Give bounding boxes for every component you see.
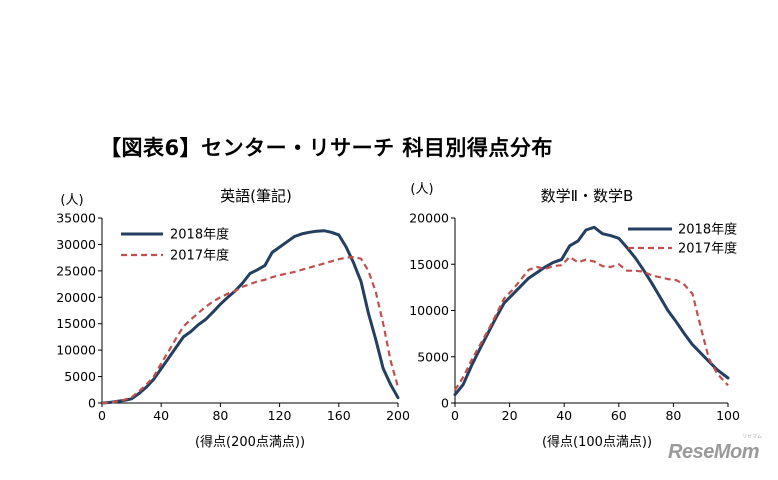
legend-label: 2017年度 [170, 248, 229, 264]
series-line-2017 [101, 256, 400, 405]
y-axis-label: (人) [60, 193, 83, 208]
x-tick-label: 40 [153, 408, 169, 423]
y-tick-label: 20000 [56, 290, 96, 305]
x-tick-label: 60 [611, 408, 627, 423]
chart-title: 数学Ⅱ・数学B [541, 187, 634, 205]
y-tick-label: 15000 [409, 257, 449, 272]
x-tick-label: 200 [386, 408, 410, 423]
y-tick-label: 5000 [64, 369, 96, 384]
x-axis-label: (得点(100点満点)) [542, 434, 652, 450]
x-tick-label: 100 [716, 408, 740, 423]
x-tick-label: 40 [556, 408, 572, 423]
y-tick-label: 10000 [56, 343, 96, 358]
legend-label: 2017年度 [678, 241, 737, 257]
page-title: 【図表6】センター・リサーチ 科目別得点分布 [100, 136, 553, 160]
english-chart: 0 5000 10000 15000 20000 25000 30000 35000 0 40 80… [56, 187, 410, 450]
y-tick-label: 15000 [56, 316, 96, 331]
x-tick-label: 80 [212, 408, 228, 423]
y-tick-label: 20000 [409, 211, 449, 226]
legend-label: 2018年度 [678, 222, 737, 238]
y-tick-label: 5000 [417, 349, 449, 364]
legend-label: 2018年度 [170, 227, 229, 243]
x-tick-label: 80 [665, 408, 681, 423]
resemom-logo-kana: リセマム [742, 434, 763, 440]
x-tick-label: 20 [502, 408, 518, 423]
x-axis-label: (得点(200点満点)) [195, 434, 305, 450]
y-tick-label: 35000 [56, 211, 96, 226]
x-tick-label: 0 [98, 408, 106, 423]
resemom-logo: ReseMom [668, 441, 759, 463]
x-tick-label: 160 [327, 408, 351, 423]
y-tick-label: 0 [441, 396, 449, 411]
y-tick-label: 10000 [409, 303, 449, 318]
y-axis-label: (人) [410, 182, 433, 197]
chart-title: 英語(筆記) [220, 187, 292, 205]
y-tick-label: 30000 [56, 237, 96, 252]
series-line-2018 [100, 229, 400, 405]
y-tick-label: 0 [88, 396, 96, 411]
math-chart: 0 5000 10000 15000 20000 0 20 40 60 80 100 数学Ⅱ・数学B (… [409, 182, 740, 450]
y-tick-label: 25000 [56, 263, 96, 278]
x-tick-label: 120 [268, 408, 292, 423]
series-line-2018 [453, 225, 730, 397]
x-tick-label: 0 [451, 408, 459, 423]
series-line-2017 [454, 255, 729, 391]
